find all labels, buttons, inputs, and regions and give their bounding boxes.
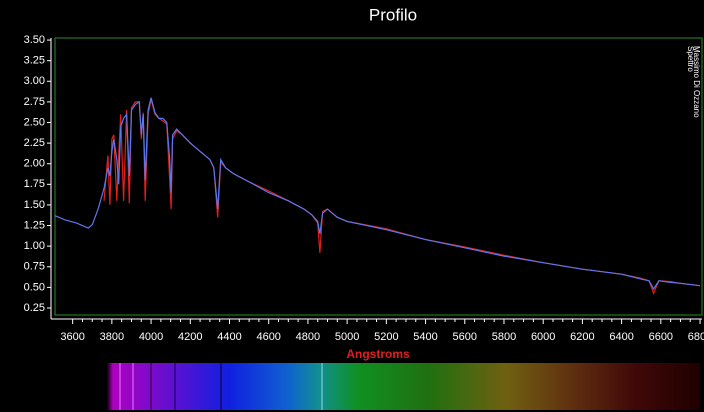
y-tick-label: 3.25 <box>24 55 45 67</box>
x-tick-label: 6000 <box>531 331 555 343</box>
spectrum-strip <box>55 363 700 410</box>
x-tick-label: 4800 <box>296 331 320 343</box>
x-tick-label: 5600 <box>453 331 477 343</box>
x-tick-label: 6400 <box>609 331 633 343</box>
series-line <box>103 99 701 295</box>
plot-frame <box>54 37 703 316</box>
y-tick-label: 1.25 <box>24 219 45 231</box>
series-line <box>54 97 701 291</box>
y-tick-label: 1.00 <box>24 240 45 252</box>
y-tick-label: 2.25 <box>24 137 45 149</box>
y-tick-label: 0.75 <box>24 261 45 273</box>
y-tick-label: 3.00 <box>24 75 45 87</box>
x-axis-label: Angstroms <box>346 347 410 361</box>
x-tick-label: 6600 <box>649 331 673 343</box>
legend-entry: Spettro <box>686 46 695 72</box>
x-tick-label: 5200 <box>374 331 398 343</box>
y-tick-label: 0.50 <box>24 281 45 293</box>
x-tick-label: 4200 <box>178 331 202 343</box>
x-tick-label: 3600 <box>60 331 84 343</box>
x-tick-label: 3800 <box>100 331 124 343</box>
y-tick-label: 2.50 <box>24 116 45 128</box>
y-tick-label: 1.75 <box>24 178 45 190</box>
spectrum-lines <box>119 363 323 410</box>
x-tick-label: 4400 <box>217 331 241 343</box>
x-tick-label: 6800 <box>688 331 704 343</box>
chart-title: Profilo <box>369 5 417 24</box>
x-tick-label: 4600 <box>256 331 280 343</box>
x-tick-label: 5800 <box>492 331 516 343</box>
y-tick-label: 2.75 <box>24 96 45 108</box>
y-tick-label: 2.00 <box>24 158 45 170</box>
x-tick-label: 4000 <box>139 331 163 343</box>
x-tick-label: 5400 <box>413 331 437 343</box>
y-tick-label: 1.50 <box>24 199 45 211</box>
y-tick-label: 0.25 <box>24 302 45 314</box>
y-tick-label: 3.50 <box>24 34 45 46</box>
x-tick-label: 5000 <box>335 331 359 343</box>
x-tick-label: 6200 <box>570 331 594 343</box>
legend-entry: Massimo Di Ozzano <box>692 46 701 118</box>
